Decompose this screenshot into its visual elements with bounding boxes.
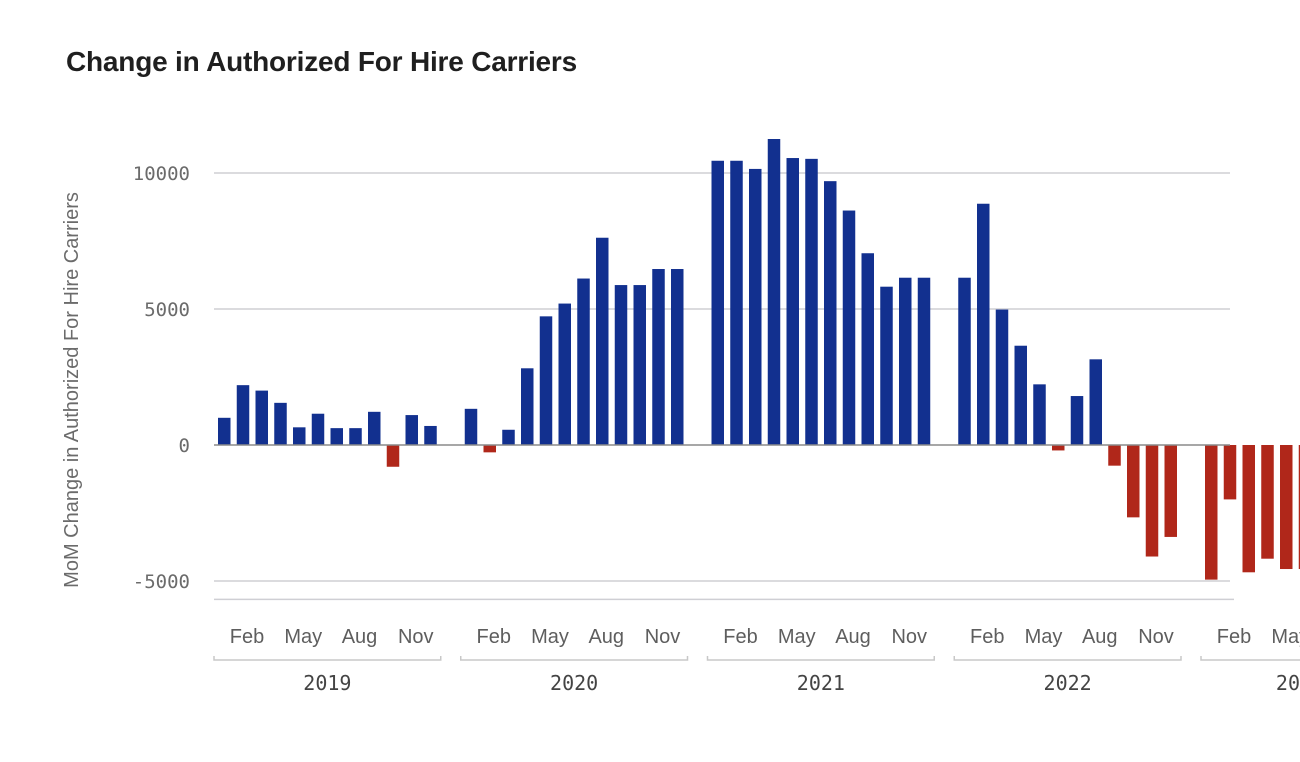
x-tick-label: May <box>531 626 569 648</box>
x-tick-label: Feb <box>477 626 511 648</box>
bar-2019-apr <box>274 402 287 445</box>
bar-2021-sep <box>861 253 874 445</box>
bar-2023-jan <box>1205 445 1218 580</box>
bar-2019-dec <box>424 425 437 445</box>
bar-2020-jan <box>464 408 478 445</box>
bar-2020-oct <box>633 285 646 445</box>
chart-title: Change in Authorized For Hire Carriers <box>66 46 578 77</box>
bar-2019-nov <box>405 415 418 445</box>
x-tick-label: May <box>1271 626 1300 648</box>
y-axis-ticks: 10000 5000 0 -5000 <box>133 163 190 593</box>
x-tick-label: May <box>778 626 816 648</box>
bar-2023-may <box>1280 445 1293 570</box>
bar-2022-sep <box>1108 445 1121 466</box>
x-tick-label: May <box>284 626 322 648</box>
bar-2022-apr <box>1014 345 1027 445</box>
bar-2020-nov <box>652 269 665 445</box>
year-label-2020: 2020 <box>550 671 598 695</box>
bar-2019-mar <box>255 390 268 445</box>
bar-2021-mar <box>749 168 762 446</box>
y-tick-label: 0 <box>179 435 190 457</box>
bar-2021-apr <box>767 139 781 445</box>
bar-2022-jul <box>1070 396 1084 445</box>
bar-2021-jun <box>805 158 818 445</box>
year-bracket <box>953 656 1182 661</box>
year-label-2023: 2023 <box>1276 671 1300 695</box>
year-label-2019: 2019 <box>303 671 351 695</box>
bar-2020-feb <box>483 445 496 453</box>
bar-2020-dec <box>671 269 684 445</box>
y-tick-label: 5000 <box>144 299 190 321</box>
year-label-2022: 2022 <box>1044 671 1092 695</box>
x-tick-label: Feb <box>723 626 757 648</box>
bar-2019-jun <box>311 413 325 445</box>
bar-2019-may <box>293 427 306 445</box>
x-tick-label: Feb <box>230 626 264 648</box>
x-axis-ticks: Feb May Aug Nov Feb May Aug Nov Feb May Aug Nov Feb M… <box>230 626 1300 648</box>
bar-2019-aug <box>349 428 362 445</box>
bar-2022-aug <box>1089 359 1102 445</box>
bar-2019-jul <box>330 428 343 445</box>
bar-2022-oct <box>1127 445 1140 518</box>
y-axis-title: MoM Change in Authorized For Hire Carrie… <box>61 192 83 588</box>
x-tick-label: Aug <box>342 626 378 648</box>
bar-2020-jun <box>558 303 571 445</box>
bar-2021-nov <box>899 277 912 445</box>
bar-2020-apr <box>521 368 534 445</box>
bar-2021-jul <box>824 181 837 445</box>
bar-2019-sep <box>368 411 381 445</box>
bar-2020-sep <box>614 285 628 445</box>
bar-2022-feb <box>977 203 990 445</box>
bar-2023-mar <box>1242 445 1255 573</box>
bar-2021-feb <box>730 160 743 445</box>
year-axis: 2019 2020 2021 2022 2023 <box>213 656 1300 695</box>
x-tick-label: May <box>1025 626 1063 648</box>
x-tick-label: Nov <box>1138 626 1174 648</box>
bar-2022-may <box>1033 384 1046 445</box>
bar-2021-jan <box>711 160 724 445</box>
bar-2022-jun <box>1052 445 1065 451</box>
bar-2022-mar <box>995 309 1009 445</box>
y-tick-label: 10000 <box>133 163 190 185</box>
bar-2023-feb <box>1223 445 1237 500</box>
year-bracket <box>1200 656 1300 661</box>
bar-2020-aug <box>596 237 609 445</box>
bar-2021-may <box>786 158 799 446</box>
bar-2022-jan <box>958 277 971 445</box>
year-bracket <box>460 656 689 661</box>
bar-2021-oct <box>880 286 893 445</box>
x-tick-label: Nov <box>398 626 434 648</box>
x-tick-label: Aug <box>588 626 624 648</box>
year-bracket <box>213 656 442 661</box>
bar-2020-may <box>539 316 553 445</box>
year-label-2021: 2021 <box>797 671 845 695</box>
year-bracket <box>706 656 935 661</box>
bar-2021-dec <box>917 277 931 445</box>
x-tick-label: Feb <box>1217 626 1251 648</box>
x-tick-label: Aug <box>835 626 871 648</box>
x-tick-label: Nov <box>645 626 681 648</box>
bar-2019-oct <box>386 445 400 467</box>
bar-2023-jun <box>1298 445 1300 570</box>
x-tick-label: Nov <box>891 626 927 648</box>
bar-2019-feb <box>236 385 250 445</box>
bar-2019-jan <box>218 417 231 445</box>
x-tick-label: Aug <box>1082 626 1118 648</box>
y-tick-label: -5000 <box>133 571 190 593</box>
bar-2020-jul <box>577 278 590 445</box>
bar-2020-mar <box>502 429 515 445</box>
x-tick-label: Feb <box>970 626 1004 648</box>
bar-2022-nov <box>1145 445 1159 557</box>
bar-2023-apr <box>1261 445 1274 559</box>
bar-2022-dec <box>1164 445 1177 537</box>
bars <box>218 139 1300 580</box>
bar-2021-aug <box>842 210 856 445</box>
